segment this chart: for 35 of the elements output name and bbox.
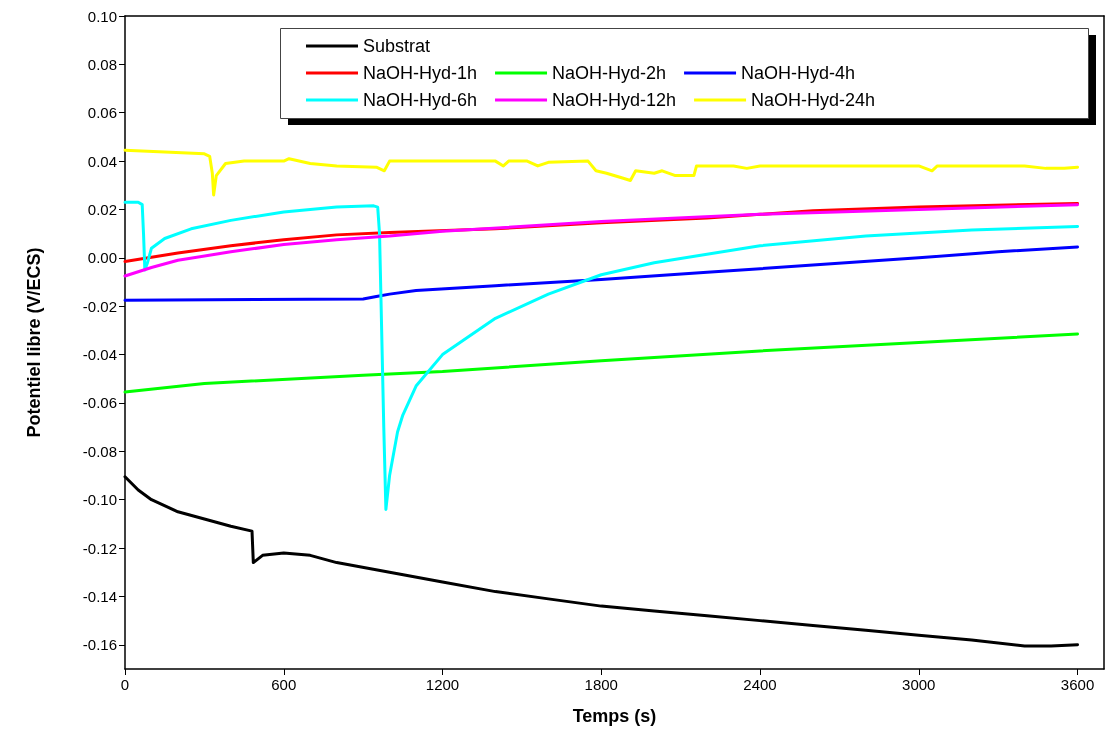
x-tick-label: 0 [120,676,130,693]
y-tick-label: 0.00 [87,249,117,267]
x-tick-label: 3000 [902,676,936,693]
legend-label: NaOH-Hyd-2h [552,63,667,83]
y-tick-label: -0.12 [82,539,117,557]
legend-label: Substrat [363,36,431,56]
y-tick-label: -0.06 [82,394,117,412]
y-tick-label: 0.08 [87,55,117,73]
x-tick-label: 2400 [743,676,777,693]
y-tick-label: -0.10 [82,491,117,509]
y-axis-title: Potentiel libre (V/ECS) [24,247,44,438]
legend-label: NaOH-Hyd-4h [741,63,856,83]
line-series [123,332,1080,394]
legend-label: NaOH-Hyd-6h [363,90,478,110]
y-tick-label: -0.04 [82,346,117,364]
y-tick-label: 0.02 [87,200,117,218]
x-tick-label: 1800 [584,676,618,693]
y-tick-label: 0.10 [87,7,117,25]
legend-label: NaOH-Hyd-1h [363,63,478,83]
line-series [123,245,1080,302]
x-tick-label: 3600 [1060,676,1095,693]
y-tick-label: 0.04 [87,152,117,170]
legend-label: NaOH-Hyd-12h [552,90,677,110]
line-series [123,203,1080,278]
x-tick-label: 600 [271,676,297,693]
y-tick-label: -0.08 [82,442,117,460]
y-tick-label: -0.02 [82,297,117,315]
line-series [123,148,1080,197]
line-series [123,200,1080,511]
x-axis-title: Temps (s) [572,706,657,726]
x-tick-label: 1200 [425,676,460,693]
legend-label: NaOH-Hyd-24h [751,90,876,110]
y-tick-label: 0.06 [87,104,117,122]
y-tick-label: -0.16 [82,636,117,654]
y-tick-label: -0.14 [82,587,117,605]
